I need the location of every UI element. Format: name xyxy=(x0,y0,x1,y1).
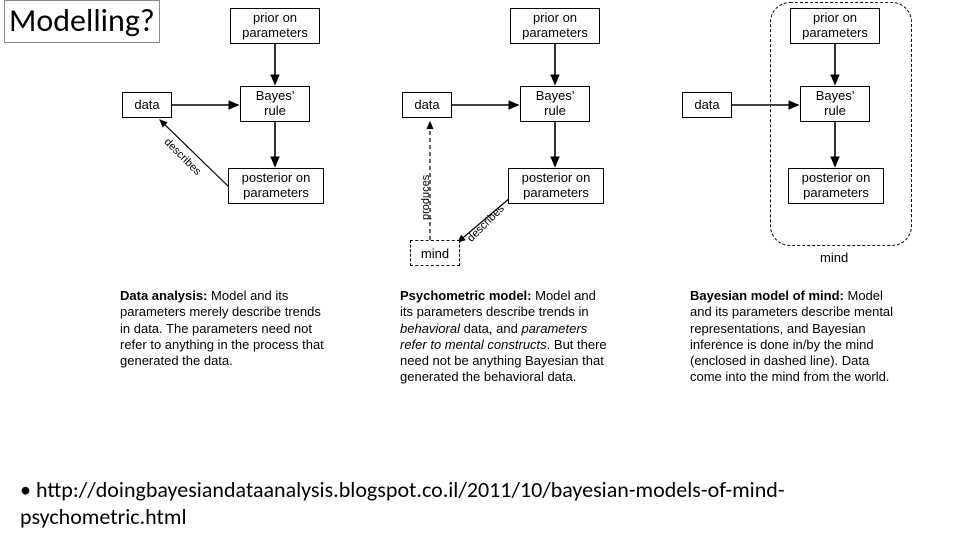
caption-p1-title: Data analysis: xyxy=(120,288,207,303)
node-posterior: posterior onparameters xyxy=(508,168,604,204)
node-data: data xyxy=(682,92,732,118)
caption-p2-c: data, and xyxy=(460,321,521,336)
node-data: data xyxy=(402,92,452,118)
edge-label-produces: produces xyxy=(420,175,432,220)
panel-data-analysis: prior onparameters data Bayes'rule poste… xyxy=(110,8,390,438)
node-posterior: posterior onparameters xyxy=(228,168,324,204)
caption-p2-b: behavioral xyxy=(400,321,460,336)
node-posterior: posterior onparameters xyxy=(788,168,884,204)
node-prior: prior onparameters xyxy=(230,8,320,44)
caption-p1: Data analysis: Model and its parameters … xyxy=(120,288,330,369)
citation-bullet: •http://doingbayesiandataanalysis.blogsp… xyxy=(20,477,920,530)
caption-p3: Bayesian model of mind: Model and its pa… xyxy=(690,288,900,386)
panel-bayesian-mind: prior onparameters data Bayes'rule poste… xyxy=(670,8,950,438)
caption-p2-title: Psychometric model: xyxy=(400,288,532,303)
node-prior: prior onparameters xyxy=(790,8,880,44)
mind-label: mind xyxy=(820,250,848,265)
node-data: data xyxy=(122,92,172,118)
node-bayes: Bayes'rule xyxy=(520,86,590,122)
node-bayes: Bayes'rule xyxy=(240,86,310,122)
node-prior: prior onparameters xyxy=(510,8,600,44)
caption-p2: Psychometric model: Model and its parame… xyxy=(400,288,610,386)
node-bayes: Bayes'rule xyxy=(800,86,870,122)
panel1-arrows xyxy=(110,8,390,288)
panel-psychometric: prior onparameters data Bayes'rule poste… xyxy=(390,8,670,438)
node-mind: mind xyxy=(410,240,460,266)
caption-p3-title: Bayesian model of mind: xyxy=(690,288,844,303)
bullet-dot: • xyxy=(20,477,36,503)
panel3-arrows xyxy=(670,8,950,288)
panels: prior onparameters data Bayes'rule poste… xyxy=(110,8,950,438)
citation-url: http://doingbayesiandataanalysis.blogspo… xyxy=(20,476,785,529)
